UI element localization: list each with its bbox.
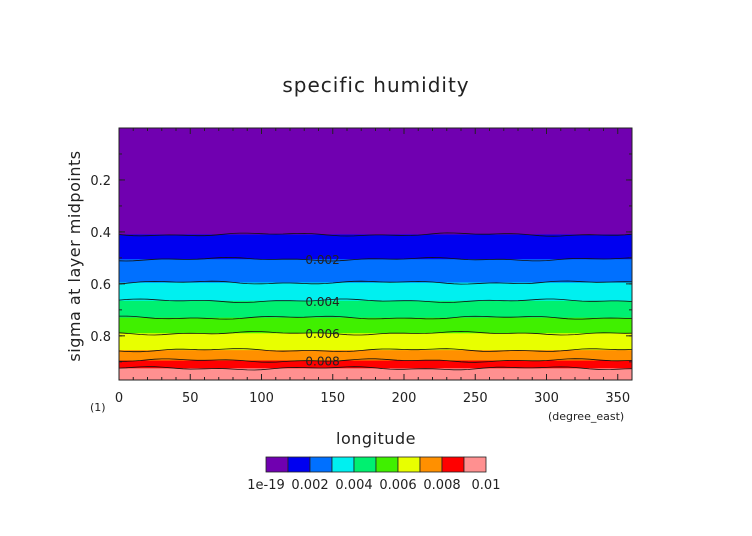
- x-tick-label: 50: [182, 391, 199, 406]
- contour-line: [118, 232, 633, 237]
- chart-title: specific humidity: [282, 73, 469, 97]
- contour-label: 0.008: [305, 355, 339, 369]
- contour-line: [118, 366, 633, 371]
- colorbar-label: 1e-19: [247, 478, 285, 493]
- colorbar-swatch: [419, 456, 443, 473]
- contour-label: 0.002: [305, 253, 339, 267]
- contour-band: [119, 360, 632, 369]
- colorbar-swatch: [287, 456, 311, 473]
- contour-line: [118, 256, 633, 262]
- contour-labels: 0.002 0.004 0.006 0.008: [305, 253, 339, 368]
- colorbar-label: 0.008: [423, 478, 460, 493]
- contour-line: [118, 298, 633, 304]
- contour-bands: [119, 128, 632, 381]
- contour-band: [119, 350, 632, 362]
- x-tick-label: 200: [392, 391, 417, 406]
- colorbar-swatch: [463, 456, 487, 473]
- contour-label: 0.006: [305, 327, 339, 341]
- x-tick-label: 100: [249, 391, 274, 406]
- colorbar-label: 0.006: [379, 478, 416, 493]
- contour-band: [119, 317, 632, 334]
- colorbar-swatch: [309, 456, 333, 473]
- colorbar-swatch: [441, 456, 465, 473]
- colorbar: [265, 456, 487, 473]
- colorbar-swatch: [265, 456, 289, 473]
- contour-line: [118, 330, 633, 336]
- contour-band: [119, 300, 632, 319]
- contour-band: [119, 282, 632, 302]
- colorbar-labels: 1e-19 0.002 0.004 0.006 0.008 0.01: [247, 478, 500, 493]
- contour-lines: [118, 232, 633, 371]
- x-axis-label: longitude: [336, 429, 416, 448]
- x-tick-label: 250: [463, 391, 488, 406]
- x-units-label: (degree_east): [548, 410, 624, 423]
- y-tick-label: 0.6: [90, 278, 111, 293]
- y-axis-ticks: 0.2 0.4 0.6 0.8: [90, 153, 632, 363]
- contour-line: [119, 358, 633, 363]
- colorbar-label: 0.01: [472, 478, 501, 493]
- contour-line: [118, 280, 633, 285]
- contour-line: [118, 348, 633, 353]
- corner-label: (1): [90, 401, 106, 414]
- colorbar-label: 0.004: [335, 478, 372, 493]
- y-axis-label: sigma at layer midpoints: [65, 150, 84, 361]
- contour-band: [119, 234, 632, 260]
- contour-line: [119, 315, 633, 320]
- x-tick-label: 300: [534, 391, 559, 406]
- x-axis-ticks: 0 50 100 150 200 250 300 350: [115, 128, 630, 406]
- contour-band: [119, 259, 632, 284]
- x-tick-label: 150: [320, 391, 345, 406]
- colorbar-swatch: [397, 456, 421, 473]
- contour-band: [119, 333, 632, 351]
- y-tick-label: 0.2: [90, 174, 111, 189]
- colorbar-swatch: [331, 456, 355, 473]
- colorbar-swatch: [375, 456, 399, 473]
- colorbar-label: 0.002: [291, 478, 328, 493]
- contour-label: 0.004: [305, 295, 339, 309]
- contour-band: [119, 128, 632, 236]
- colorbar-swatch: [353, 456, 377, 473]
- y-tick-label: 0.8: [90, 330, 111, 345]
- x-tick-label: 0: [115, 391, 123, 406]
- y-tick-label: 0.4: [90, 226, 111, 241]
- x-tick-label: 350: [605, 391, 630, 406]
